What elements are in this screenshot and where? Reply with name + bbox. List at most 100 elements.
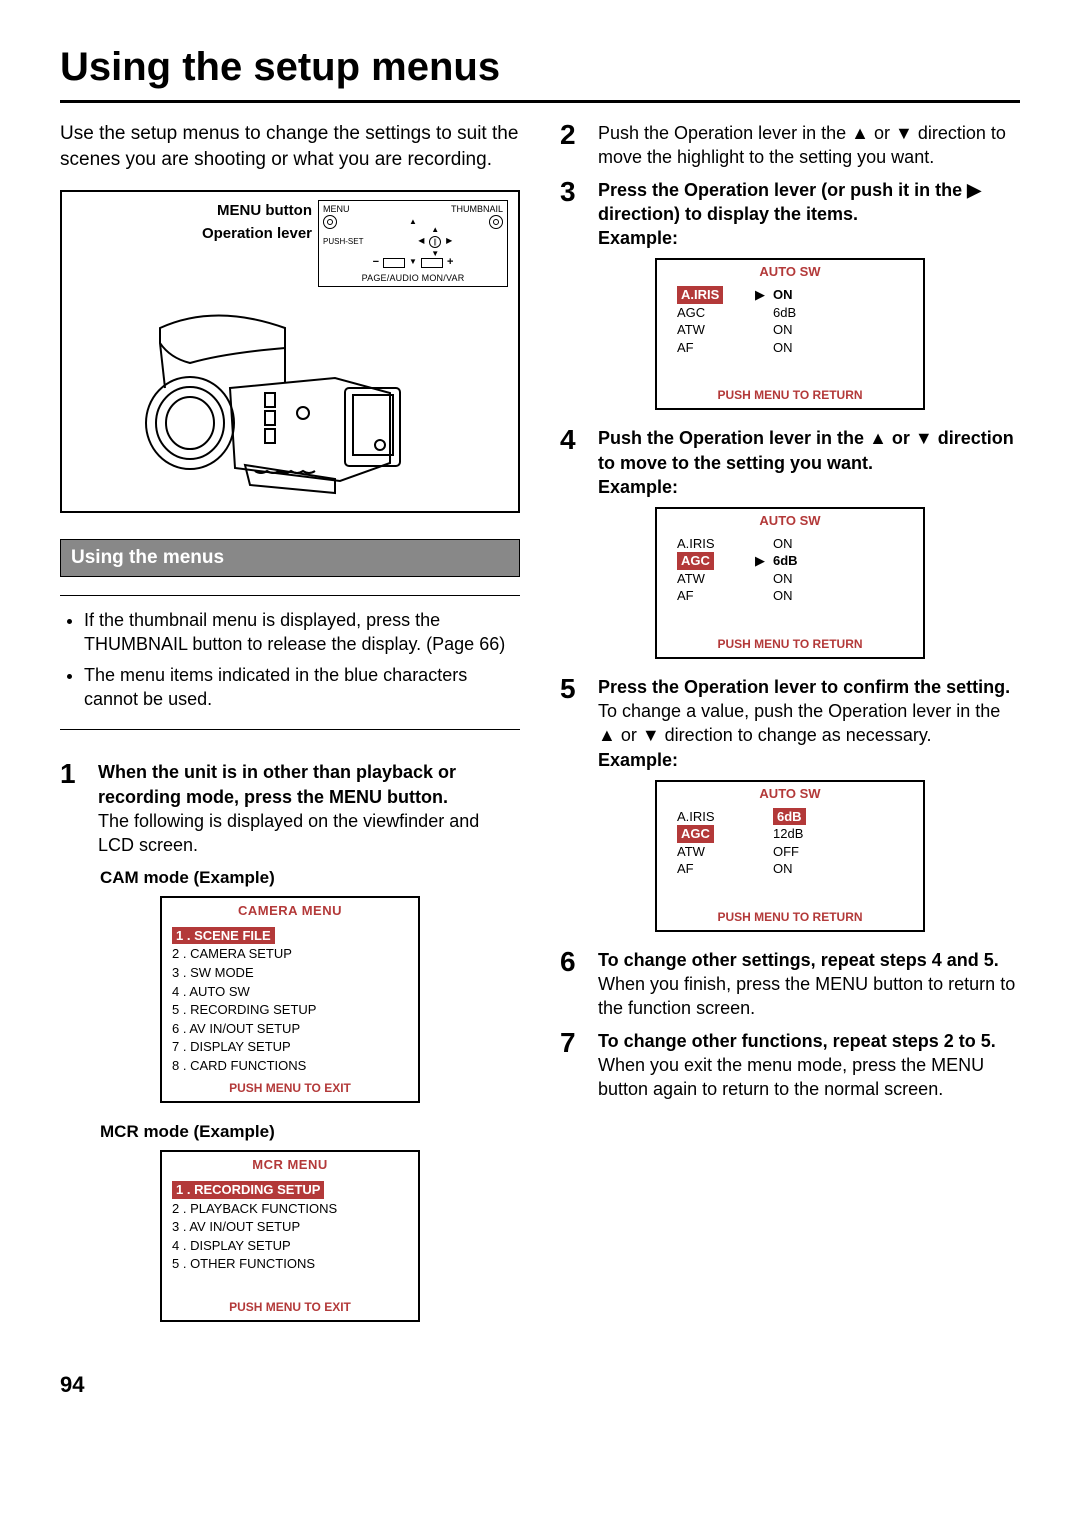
- step-number: 3: [560, 178, 586, 251]
- step-3-text-1: Press the Operation lever (or push it in…: [598, 180, 967, 200]
- step-7: 7 To change other functions, repeat step…: [560, 1029, 1020, 1102]
- auto-sw-value: ON: [773, 339, 903, 357]
- step-3-example-label: Example:: [598, 226, 1020, 250]
- step-number: 4: [560, 426, 586, 499]
- auto-sw-label: AGC: [677, 825, 747, 843]
- step-5-text-1: To change a value, push the Operation le…: [598, 701, 1000, 721]
- auto-sw-row: AGC 6dB: [677, 304, 903, 322]
- auto-sw-row: A.IRISON: [677, 535, 903, 553]
- page-title: Using the setup menus: [60, 40, 1020, 103]
- section-heading-using-menus: Using the menus: [60, 539, 520, 577]
- auto-sw-row: AGC▶6dB: [677, 552, 903, 570]
- auto-sw-footer: PUSH MENU TO RETURN: [657, 633, 923, 657]
- mcr-menu-footer: PUSH MENU TO EXIT: [162, 1296, 418, 1320]
- step-number: 1: [60, 760, 86, 857]
- auto-sw-label: AGC: [677, 304, 747, 322]
- camera-menu-box: CAMERA MENU 1 . SCENE FILE 2 . CAMERA SE…: [160, 896, 420, 1103]
- camera-menu-item: 3 . SW MODE: [172, 964, 408, 982]
- auto-sw-label: A.IRIS: [677, 808, 747, 826]
- right-triangle-icon: [967, 180, 981, 200]
- step-3: 3 Press the Operation lever (or push it …: [560, 178, 1020, 251]
- step-4-text-2: or: [887, 428, 915, 448]
- step-1-rest: The following is displayed on the viewfi…: [98, 809, 520, 858]
- camera-menu-item: 2 . CAMERA SETUP: [172, 945, 408, 963]
- thumbnail-button-icon: [489, 215, 503, 229]
- step-5-text-3: direction to change as necessary.: [660, 725, 932, 745]
- step-5-bold: Press the Operation lever to confirm the…: [598, 675, 1020, 699]
- auto-sw-row: ATW OFF: [677, 843, 903, 861]
- auto-sw-label: ATW: [677, 570, 747, 588]
- auto-sw-title: AUTO SW: [657, 260, 923, 284]
- camera-menu-item: 8 . CARD FUNCTIONS: [172, 1057, 408, 1075]
- mcr-menu-item: 4 . DISPLAY SETUP: [172, 1237, 408, 1255]
- step-7-bold: To change other functions, repeat steps …: [598, 1029, 1020, 1053]
- auto-sw-row: AF ON: [677, 339, 903, 357]
- menu-button-icon: [323, 215, 337, 229]
- auto-sw-value: 6dB: [773, 808, 903, 826]
- camera-menu-selected: 1 . SCENE FILE: [172, 927, 275, 945]
- mcr-mode-label: MCR mode (Example): [100, 1121, 520, 1144]
- auto-sw-value: OFF: [773, 843, 903, 861]
- right-column: 2 Push the Operation lever in the or dir…: [560, 121, 1020, 1340]
- auto-sw-value: ON: [773, 860, 903, 878]
- mcr-menu-box: MCR MENU 1 . RECORDING SETUP 2 . PLAYBAC…: [160, 1150, 420, 1322]
- auto-sw-value: 12dB: [773, 825, 903, 843]
- camera-illustration: [135, 293, 445, 503]
- auto-sw-value: 6dB: [773, 304, 903, 322]
- controls-diagram: MENU button Operation lever MENU THUMBNA…: [60, 190, 520, 513]
- mcr-menu-item: 2 . PLAYBACK FUNCTIONS: [172, 1200, 408, 1218]
- auto-sw-row: AF ON: [677, 860, 903, 878]
- step-number: 2: [560, 121, 586, 170]
- auto-sw-row: AGC 12dB: [677, 825, 903, 843]
- step-5-text-2: or: [616, 725, 642, 745]
- mcr-menu-item: 5 . OTHER FUNCTIONS: [172, 1255, 408, 1273]
- auto-sw-value: 6dB: [773, 552, 903, 570]
- step-5-example-label: Example:: [598, 748, 1020, 772]
- minus-button-icon: [383, 258, 405, 268]
- step-3-text-2: direction) to display the items.: [598, 204, 858, 224]
- auto-sw-value: ON: [773, 535, 903, 553]
- auto-sw-label: A.IRIS: [677, 286, 747, 304]
- step-7-rest: When you exit the menu mode, press the M…: [598, 1053, 1020, 1102]
- note-item: The menu items indicated in the blue cha…: [84, 663, 516, 712]
- note-item: If the thumbnail menu is displayed, pres…: [84, 608, 516, 657]
- cam-mode-label: CAM mode (Example): [100, 867, 520, 890]
- step-4-example-label: Example:: [598, 475, 1020, 499]
- auto-sw-footer: PUSH MENU TO RETURN: [657, 906, 923, 930]
- left-column: Use the setup menus to change the settin…: [60, 121, 520, 1340]
- diagram-bottom-caption: PAGE/AUDIO MON/VAR: [323, 272, 503, 284]
- auto-sw-label: AF: [677, 339, 747, 357]
- diagram-text-menu: MENU: [323, 203, 350, 215]
- mcr-menu-title: MCR MENU: [162, 1152, 418, 1176]
- step-1-bold: When the unit is in other than playback …: [98, 762, 456, 806]
- auto-sw-label: AF: [677, 860, 747, 878]
- page-columns: Use the setup menus to change the settin…: [60, 121, 1020, 1340]
- up-triangle-icon: [869, 428, 887, 448]
- auto-sw-value: ON: [773, 286, 903, 304]
- step-1: 1 When the unit is in other than playbac…: [60, 760, 520, 857]
- camera-menu-title: CAMERA MENU: [162, 898, 418, 922]
- camera-menu-item: 6 . AV IN/OUT SETUP: [172, 1020, 408, 1038]
- operation-lever-icon: ▲▼ ◀▶ ∥: [422, 229, 448, 255]
- auto-sw-value: ON: [773, 321, 903, 339]
- step-number: 5: [560, 675, 586, 772]
- auto-sw-row: ATWON: [677, 321, 903, 339]
- diagram-minus: −: [373, 255, 379, 270]
- camera-menu-item: 7 . DISPLAY SETUP: [172, 1038, 408, 1056]
- auto-sw-value: ON: [773, 587, 903, 605]
- diagram-label-operation-lever: Operation lever: [72, 223, 312, 246]
- pointer-icon: ▶: [747, 552, 773, 570]
- auto-sw-footer: PUSH MENU TO RETURN: [657, 384, 923, 408]
- auto-sw-row: ATWON: [677, 570, 903, 588]
- diagram-text-thumbnail: THUMBNAIL: [451, 203, 503, 215]
- auto-sw-label: AGC: [677, 552, 747, 570]
- step-number: 6: [560, 948, 586, 1021]
- auto-sw-box-step4: AUTO SW A.IRISONAGC▶6dBATWONAFON PUSH ME…: [655, 507, 925, 659]
- step-6: 6 To change other settings, repeat steps…: [560, 948, 1020, 1021]
- diagram-plus: +: [447, 255, 453, 270]
- down-triangle-icon: [642, 725, 660, 745]
- step-4: 4 Push the Operation lever in the or dir…: [560, 426, 1020, 499]
- up-triangle-icon: [851, 123, 869, 143]
- auto-sw-label: ATW: [677, 843, 747, 861]
- mcr-menu-selected: 1 . RECORDING SETUP: [172, 1181, 324, 1199]
